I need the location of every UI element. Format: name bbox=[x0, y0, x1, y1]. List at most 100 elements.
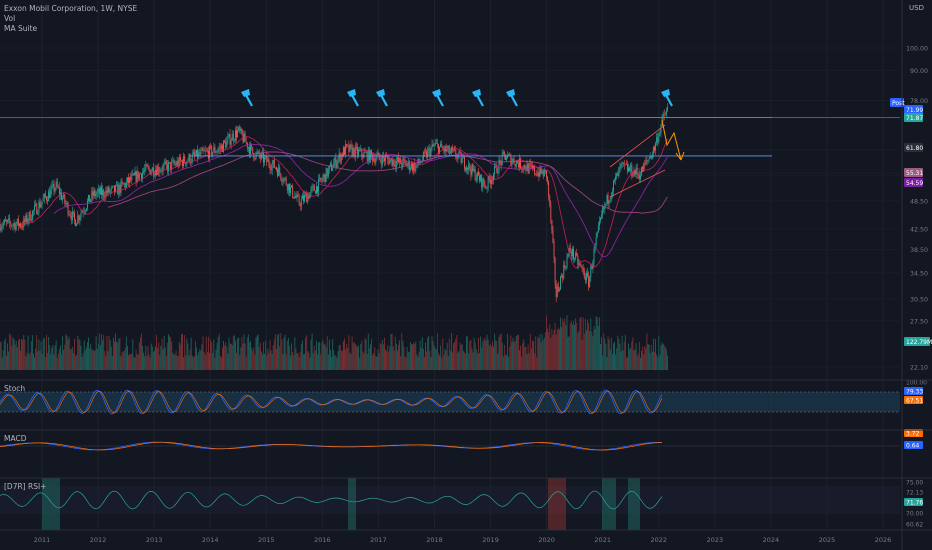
candle-body bbox=[72, 211, 74, 214]
volume-bar bbox=[27, 335, 29, 370]
volume-bar bbox=[223, 340, 225, 370]
volume-bar bbox=[461, 344, 463, 370]
candle-body bbox=[278, 167, 280, 176]
rsi-label: [D7R] RSI+ bbox=[4, 482, 47, 491]
projection-path bbox=[661, 119, 685, 161]
volume-bar bbox=[553, 330, 555, 370]
candle-body bbox=[20, 223, 21, 227]
volume-bar bbox=[376, 356, 378, 370]
volume-bar bbox=[412, 344, 414, 370]
volume-bar bbox=[662, 343, 664, 370]
volume-bar bbox=[36, 335, 38, 370]
volume-bar bbox=[470, 340, 472, 370]
candle-body bbox=[203, 150, 205, 152]
candle-body bbox=[295, 196, 297, 198]
volume-bar bbox=[482, 341, 484, 370]
time-tick-label: 2016 bbox=[314, 536, 331, 544]
volume-bar bbox=[603, 333, 605, 370]
volume-label: 122.79M bbox=[906, 339, 932, 346]
candle-body bbox=[17, 218, 19, 226]
candle-body bbox=[566, 257, 568, 268]
candle-body bbox=[6, 221, 7, 222]
volume-bar bbox=[286, 340, 288, 370]
candle-body bbox=[395, 161, 397, 168]
price-tick-label: 22.10 bbox=[910, 365, 928, 372]
volume-bar bbox=[162, 349, 164, 370]
volume-bar bbox=[238, 337, 240, 370]
candle-body bbox=[501, 153, 503, 166]
volume-bar bbox=[542, 340, 544, 370]
volume-bar bbox=[411, 344, 412, 370]
candle-body bbox=[479, 175, 480, 181]
axe-head bbox=[241, 89, 250, 97]
candle-body bbox=[165, 161, 167, 165]
volume-bar bbox=[126, 345, 128, 370]
candle-body bbox=[366, 152, 368, 162]
candle-body bbox=[324, 174, 326, 182]
volume-bar bbox=[575, 318, 577, 370]
volume-bar bbox=[233, 335, 235, 370]
volume-bar bbox=[516, 334, 518, 370]
volume-bar bbox=[147, 346, 149, 370]
candle-body bbox=[84, 210, 86, 212]
volume-bar bbox=[564, 318, 566, 370]
candle-body bbox=[466, 167, 468, 171]
volume-bar bbox=[87, 342, 88, 370]
volume-bar bbox=[479, 352, 480, 370]
volume-bar bbox=[249, 342, 250, 370]
volume-bar bbox=[189, 349, 191, 370]
candle-body bbox=[161, 170, 163, 171]
volume-bar bbox=[504, 355, 506, 370]
candle-body bbox=[621, 162, 623, 164]
candle-body bbox=[326, 168, 328, 177]
volume-bar bbox=[77, 335, 79, 370]
volume-bar bbox=[548, 332, 550, 370]
volume-bar bbox=[133, 356, 135, 370]
candle-body bbox=[39, 202, 41, 208]
volume-bar bbox=[14, 344, 16, 370]
volume-bar bbox=[134, 357, 136, 370]
volume-bar bbox=[95, 336, 97, 370]
candle-body bbox=[14, 223, 16, 230]
volume-bar bbox=[515, 335, 517, 370]
candle-body bbox=[484, 184, 486, 188]
volume-bar bbox=[52, 345, 54, 370]
candle-body bbox=[471, 164, 473, 176]
candle-body bbox=[660, 125, 662, 134]
volume-bar bbox=[449, 350, 451, 370]
volume-bar bbox=[358, 345, 360, 370]
candle-body bbox=[359, 149, 361, 151]
time-tick-label: 2022 bbox=[650, 536, 667, 544]
candle-body bbox=[169, 162, 171, 163]
candle-body bbox=[163, 163, 165, 166]
candle-body bbox=[88, 194, 90, 201]
candle-body bbox=[622, 162, 624, 163]
candle-body bbox=[583, 270, 585, 278]
volume-bar bbox=[614, 341, 615, 370]
candle-body bbox=[533, 166, 534, 169]
candle-body bbox=[41, 201, 43, 205]
volume-bar bbox=[658, 335, 660, 370]
volume-bar bbox=[528, 352, 530, 370]
volume-bar bbox=[247, 334, 249, 370]
candle-body bbox=[321, 180, 323, 181]
volume-bar bbox=[480, 336, 482, 370]
volume-bar bbox=[327, 354, 329, 370]
candle-body bbox=[204, 150, 206, 152]
volume-bar bbox=[508, 357, 510, 370]
candle-body bbox=[305, 193, 307, 195]
volume-bar bbox=[363, 353, 365, 370]
price-label-text: 71.99 bbox=[906, 107, 923, 114]
candle-body bbox=[106, 190, 108, 193]
candle-body bbox=[639, 175, 641, 180]
volume-bar bbox=[119, 337, 121, 370]
volume-bar bbox=[118, 339, 120, 370]
pane-tick-label: 79.33 bbox=[906, 389, 923, 396]
currency-label[interactable]: USD bbox=[909, 4, 924, 12]
candle-body bbox=[334, 157, 336, 164]
volume-bar bbox=[92, 349, 94, 370]
volume-bar bbox=[270, 350, 272, 370]
volume-bar bbox=[114, 341, 115, 370]
candle-body bbox=[420, 161, 422, 163]
volume-bar bbox=[617, 335, 619, 370]
